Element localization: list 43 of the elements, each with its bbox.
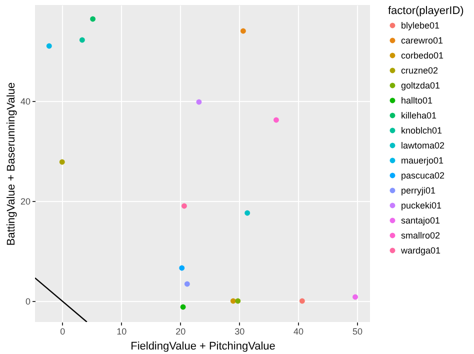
x-tick-label: 10 — [116, 326, 127, 336]
y-axis-title: BattingValue + BaserunningValue — [5, 82, 18, 246]
point — [184, 281, 190, 287]
point — [299, 298, 305, 304]
point — [180, 304, 186, 310]
legend-label: mauerjo01 — [401, 156, 444, 166]
legend-label: pascuca02 — [401, 170, 445, 180]
x-tick-label: 50 — [352, 326, 363, 336]
point — [273, 117, 279, 123]
point — [59, 159, 65, 165]
point — [196, 99, 202, 105]
x-axis-title: FieldingValue + PitchingValue — [130, 340, 276, 352]
legend-label: killeha01 — [401, 110, 437, 120]
y-tick-label: 20 — [20, 196, 30, 206]
point — [240, 28, 246, 34]
y-tick-label: 40 — [20, 96, 30, 106]
x-tick-label: 0 — [60, 326, 66, 336]
legend-label: carewro01 — [401, 36, 444, 46]
point — [79, 37, 85, 43]
point — [179, 265, 185, 271]
legend-label: wardga01 — [400, 246, 441, 256]
legend-label: blylebe01 — [401, 20, 440, 30]
legend-label: goltzda01 — [401, 80, 440, 90]
legend-label: lawtoma02 — [401, 140, 445, 150]
point — [90, 16, 96, 22]
point — [352, 294, 358, 300]
y-tick-label: 0 — [25, 296, 30, 306]
legend-title: factor(playerID) — [388, 5, 464, 17]
legend-label: puckeki01 — [401, 200, 442, 210]
legend-label: cruzne02 — [401, 66, 438, 76]
x-tick-label: 30 — [234, 326, 245, 336]
point — [244, 210, 250, 216]
legend-label: santajo01 — [401, 216, 440, 226]
x-tick-label: 20 — [176, 326, 186, 336]
point — [181, 203, 187, 209]
point — [46, 43, 52, 49]
legend-label: corbedo01 — [401, 50, 444, 60]
point — [235, 298, 241, 304]
legend-label: smallro02 — [401, 230, 440, 240]
legend-label: hallto01 — [401, 96, 433, 106]
legend-label: knoblch01 — [401, 126, 442, 136]
x-tick-label: 40 — [294, 326, 304, 336]
legend-label: perryji01 — [401, 186, 436, 196]
